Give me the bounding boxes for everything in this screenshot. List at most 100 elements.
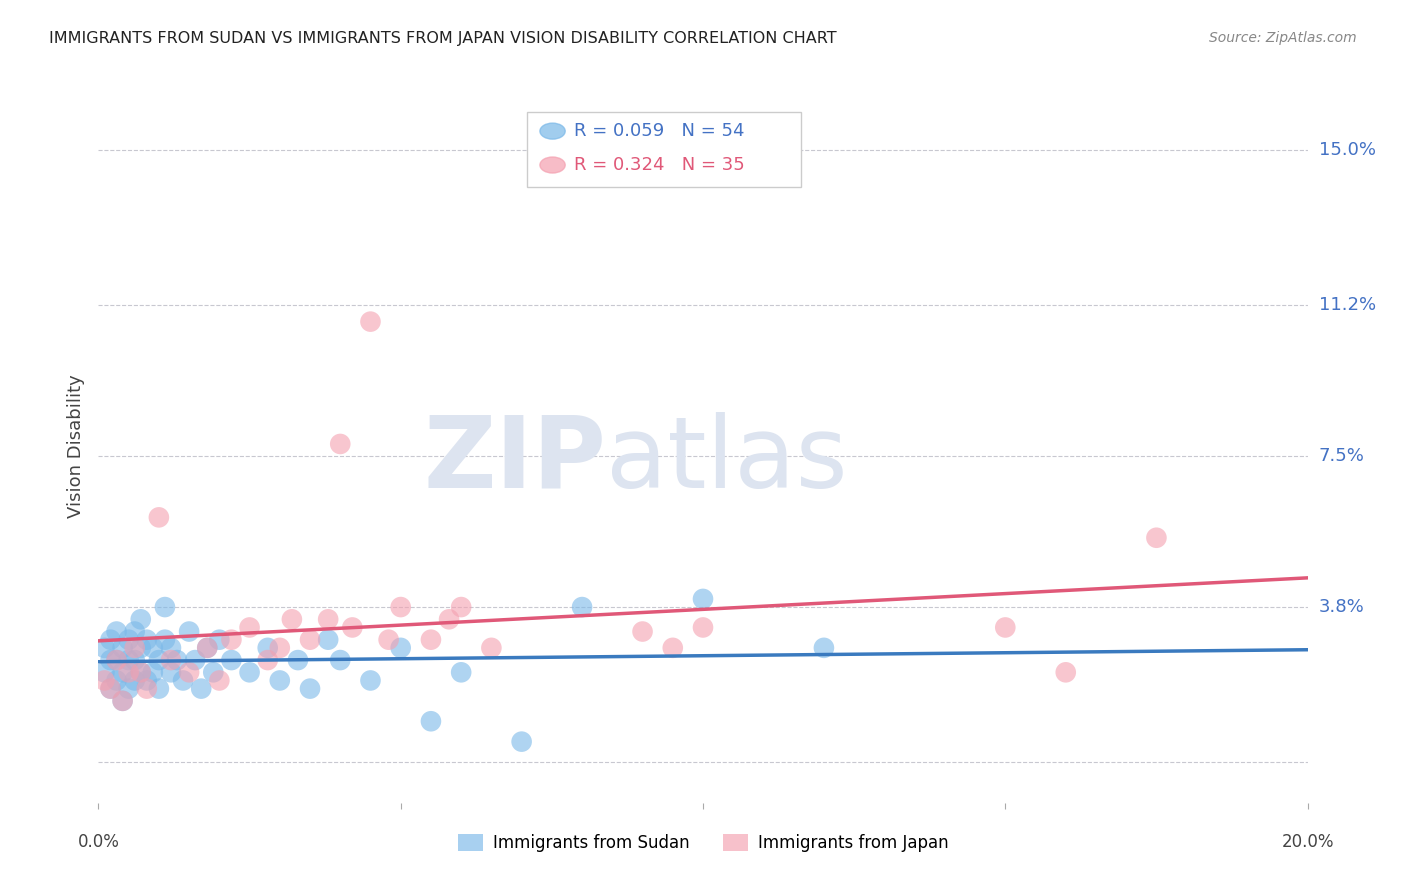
Point — [129, 665, 152, 680]
Point — [360, 315, 382, 329]
Point — [195, 640, 218, 655]
Point — [510, 734, 533, 748]
Point — [316, 632, 339, 647]
Text: 20.0%: 20.0% — [1281, 833, 1334, 851]
Point — [287, 653, 309, 667]
Legend: Immigrants from Sudan, Immigrants from Japan: Immigrants from Sudan, Immigrants from J… — [451, 827, 955, 859]
Point — [195, 640, 218, 655]
Point — [329, 653, 352, 667]
Point — [631, 624, 654, 639]
Text: 7.5%: 7.5% — [1319, 447, 1365, 466]
Point — [160, 653, 183, 667]
Point — [221, 653, 243, 667]
Text: 11.2%: 11.2% — [1319, 296, 1376, 314]
Text: R = 0.059   N = 54: R = 0.059 N = 54 — [574, 122, 744, 140]
Text: IMMIGRANTS FROM SUDAN VS IMMIGRANTS FROM JAPAN VISION DISABILITY CORRELATION CHA: IMMIGRANTS FROM SUDAN VS IMMIGRANTS FROM… — [49, 31, 837, 46]
Point — [100, 681, 122, 696]
Point — [135, 673, 157, 688]
Point — [184, 653, 207, 667]
Point — [994, 620, 1017, 634]
Point — [481, 640, 503, 655]
Point — [148, 653, 170, 667]
Point — [129, 640, 152, 655]
Point — [269, 673, 291, 688]
Point — [129, 612, 152, 626]
Point — [571, 600, 593, 615]
Point — [208, 632, 231, 647]
Text: R = 0.324   N = 35: R = 0.324 N = 35 — [574, 156, 744, 174]
Point — [172, 673, 194, 688]
Point — [100, 653, 122, 667]
Point — [389, 600, 412, 615]
Y-axis label: Vision Disability: Vision Disability — [66, 374, 84, 518]
Point — [153, 600, 176, 615]
Point — [124, 673, 146, 688]
Point — [93, 665, 115, 680]
Point — [118, 632, 141, 647]
Point — [135, 681, 157, 696]
Point — [256, 640, 278, 655]
Point — [93, 673, 115, 688]
Point — [256, 653, 278, 667]
Text: Source: ZipAtlas.com: Source: ZipAtlas.com — [1209, 31, 1357, 45]
Point — [160, 640, 183, 655]
Point — [111, 640, 134, 655]
Point — [111, 694, 134, 708]
Point — [179, 665, 201, 680]
Point — [661, 640, 683, 655]
Point — [105, 653, 128, 667]
Point — [329, 437, 352, 451]
Point — [111, 694, 134, 708]
Point — [202, 665, 225, 680]
Point — [420, 714, 443, 729]
Text: 3.8%: 3.8% — [1319, 598, 1364, 616]
Point — [153, 632, 176, 647]
Point — [437, 612, 460, 626]
Text: 0.0%: 0.0% — [77, 833, 120, 851]
Point — [124, 624, 146, 639]
Point — [129, 665, 152, 680]
Point — [124, 653, 146, 667]
Point — [142, 665, 165, 680]
Point — [450, 665, 472, 680]
Point — [135, 632, 157, 647]
Point — [239, 665, 262, 680]
Point — [420, 632, 443, 647]
Point — [118, 665, 141, 680]
Point — [166, 653, 188, 667]
Point — [100, 681, 122, 696]
Point — [93, 640, 115, 655]
Point — [692, 620, 714, 634]
Point — [160, 665, 183, 680]
Point — [105, 653, 128, 667]
Point — [360, 673, 382, 688]
Point — [692, 591, 714, 606]
Point — [142, 640, 165, 655]
Point — [316, 612, 339, 626]
Text: ZIP: ZIP — [423, 412, 606, 508]
Point — [179, 624, 201, 639]
Point — [208, 673, 231, 688]
Point — [190, 681, 212, 696]
Point — [105, 673, 128, 688]
Point — [342, 620, 364, 634]
Point — [389, 640, 412, 655]
Point — [269, 640, 291, 655]
Point — [118, 681, 141, 696]
Point — [1054, 665, 1077, 680]
Point — [148, 510, 170, 524]
Point — [118, 653, 141, 667]
Point — [377, 632, 399, 647]
Point — [221, 632, 243, 647]
Point — [1144, 531, 1167, 545]
Point — [239, 620, 262, 634]
Point — [105, 624, 128, 639]
Text: atlas: atlas — [606, 412, 848, 508]
Point — [124, 640, 146, 655]
Text: 15.0%: 15.0% — [1319, 141, 1375, 160]
Point — [299, 681, 322, 696]
Point — [100, 632, 122, 647]
Point — [281, 612, 304, 626]
Point — [450, 600, 472, 615]
Point — [148, 681, 170, 696]
